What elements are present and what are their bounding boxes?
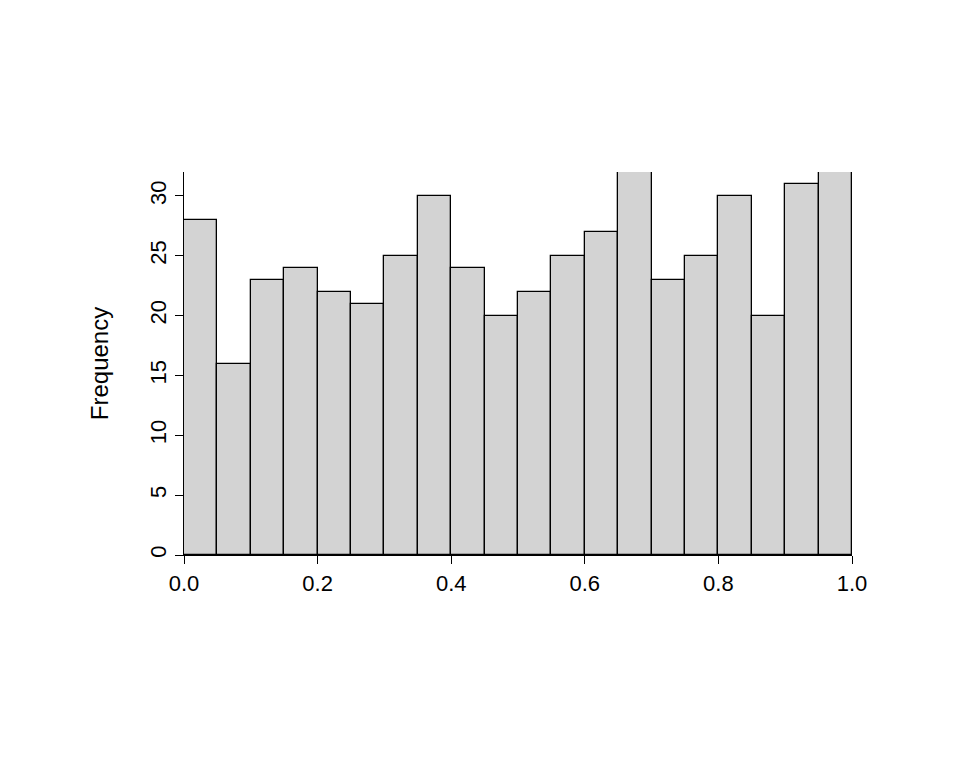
svg-text:20: 20 xyxy=(146,300,171,324)
svg-text:0: 0 xyxy=(146,546,171,558)
svg-text:25: 25 xyxy=(146,240,171,264)
svg-text:0.0: 0.0 xyxy=(169,571,200,596)
svg-text:5: 5 xyxy=(146,486,171,498)
svg-text:10: 10 xyxy=(146,420,171,444)
svg-text:1.0: 1.0 xyxy=(837,571,868,596)
svg-text:Frequency: Frequency xyxy=(86,307,113,420)
svg-text:0.6: 0.6 xyxy=(570,571,601,596)
svg-text:15: 15 xyxy=(146,360,171,384)
svg-text:0.8: 0.8 xyxy=(703,571,734,596)
svg-text:0.2: 0.2 xyxy=(302,571,333,596)
svg-text:0.4: 0.4 xyxy=(436,571,467,596)
svg-text:30: 30 xyxy=(146,180,171,204)
